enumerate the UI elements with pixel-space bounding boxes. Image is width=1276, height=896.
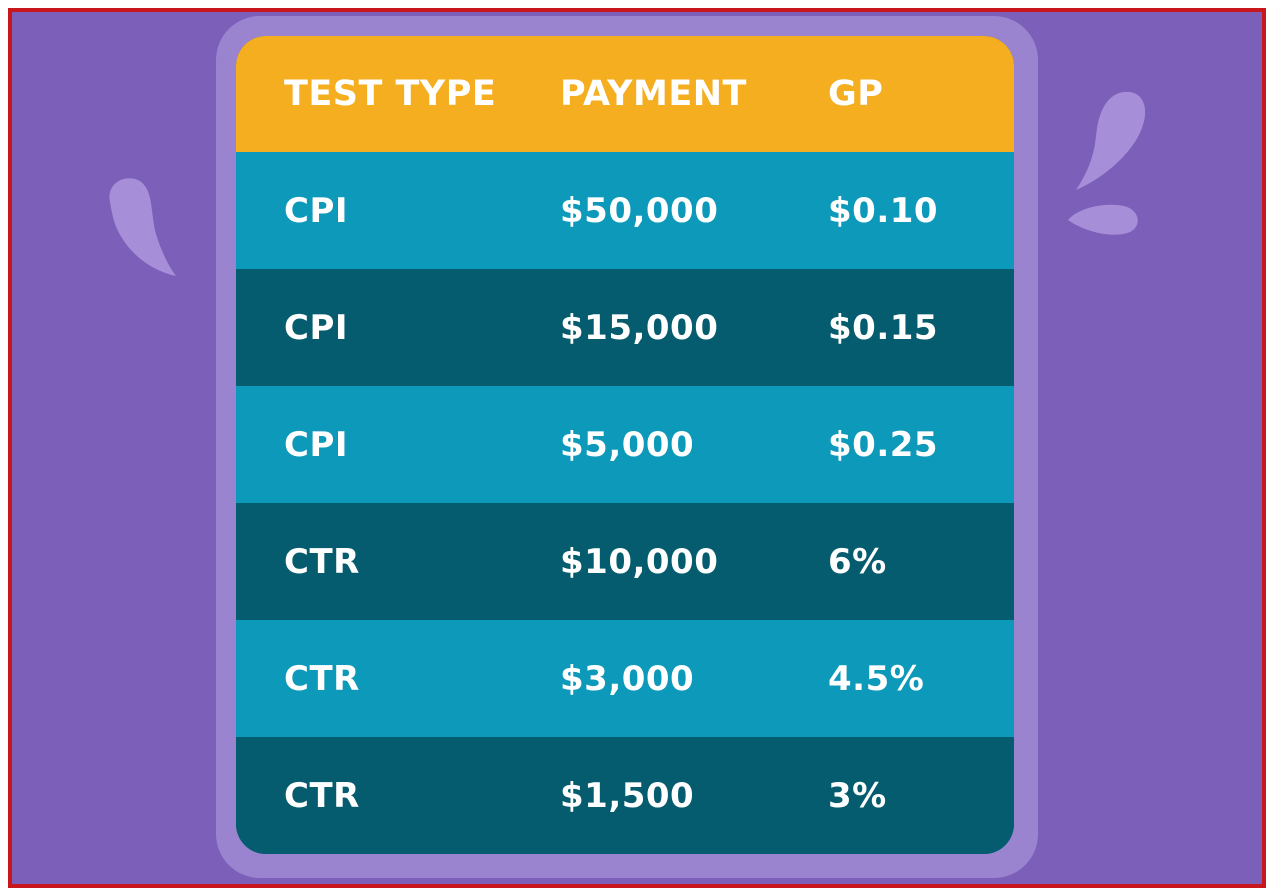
header-test-type: TEST TYPE bbox=[284, 74, 497, 114]
cell-payment: $15,000 bbox=[560, 307, 719, 348]
cell-payment: $5,000 bbox=[560, 424, 695, 465]
table-row: CTR $10,000 6% bbox=[236, 503, 1014, 620]
droplet-icon bbox=[109, 178, 176, 276]
table-row: CPI $50,000 $0.10 bbox=[236, 152, 1014, 269]
table-row: CTR $1,500 3% bbox=[236, 737, 1014, 854]
header-gp: GP bbox=[828, 74, 884, 114]
table-row: CTR $3,000 4.5% bbox=[236, 620, 1014, 737]
cell-test-type: CPI bbox=[284, 307, 349, 348]
cell-payment: $50,000 bbox=[560, 190, 719, 231]
cell-payment: $10,000 bbox=[560, 541, 719, 582]
cell-gp: 4.5% bbox=[828, 658, 925, 699]
cell-gp: 6% bbox=[828, 541, 887, 582]
cell-test-type: CTR bbox=[284, 658, 360, 699]
pricing-table: TEST TYPE PAYMENT GP CPI $50,000 $0.10 C… bbox=[236, 36, 1014, 854]
cell-gp: $0.15 bbox=[828, 307, 939, 348]
cell-test-type: CTR bbox=[284, 775, 360, 816]
cell-payment: $1,500 bbox=[560, 775, 695, 816]
table-row: CPI $15,000 $0.15 bbox=[236, 269, 1014, 386]
slide-frame: TEST TYPE PAYMENT GP CPI $50,000 $0.10 C… bbox=[8, 8, 1266, 888]
cell-gp: $0.10 bbox=[828, 190, 939, 231]
cell-test-type: CPI bbox=[284, 424, 349, 465]
cell-test-type: CTR bbox=[284, 541, 360, 582]
splash-drop-icon bbox=[1076, 91, 1146, 190]
cell-payment: $3,000 bbox=[560, 658, 695, 699]
cell-gp: 3% bbox=[828, 775, 887, 816]
table-header-row: TEST TYPE PAYMENT GP bbox=[236, 36, 1014, 152]
splash-dot-icon bbox=[1068, 204, 1138, 235]
cell-test-type: CPI bbox=[284, 190, 349, 231]
header-payment: PAYMENT bbox=[560, 74, 747, 114]
table-row: CPI $5,000 $0.25 bbox=[236, 386, 1014, 503]
cell-gp: $0.25 bbox=[828, 424, 939, 465]
